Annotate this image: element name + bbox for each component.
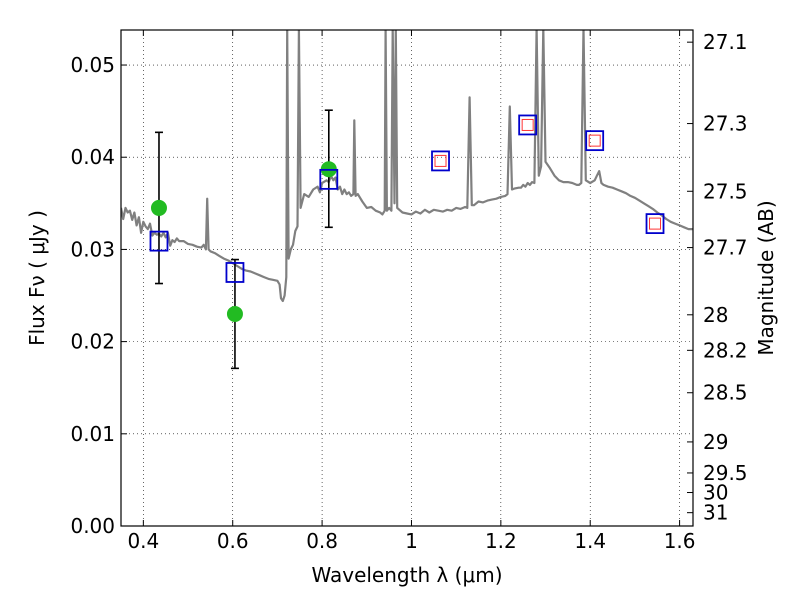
right-tick-label: 27.5 — [703, 179, 748, 203]
y-axis-label-left: Flux Fν ( μJy ) — [25, 210, 49, 346]
y-tick-label: 0.04 — [70, 145, 115, 169]
x-tick-label: 1 — [405, 529, 418, 553]
right-tick-label: 27.7 — [703, 236, 748, 260]
right-tick-label: 29 — [703, 430, 728, 454]
model-marker — [149, 230, 169, 252]
model-marker-inner — [649, 217, 662, 230]
right-tick-label: 31 — [703, 501, 728, 525]
model-marker — [518, 114, 538, 136]
right-tick-label: 29.5 — [703, 461, 748, 485]
x-tick-label: 0.6 — [217, 529, 249, 553]
right-tick-label: 27.1 — [703, 30, 748, 54]
model-marker — [225, 262, 245, 283]
axis-ticks: 0.4 0.6 0.8 1 1.2 1.4 1.6 0.00 0.01 0.02 0.03 0.04 0… — [70, 30, 748, 553]
right-tick-label: 28.2 — [703, 338, 748, 362]
model-marker — [431, 150, 450, 172]
plot-background — [121, 30, 693, 526]
y-tick-label: 0.05 — [70, 53, 115, 77]
x-tick-label: 1.2 — [485, 529, 517, 553]
observed-point — [226, 305, 243, 322]
model-marker — [319, 168, 339, 190]
model-marker-inner — [588, 134, 601, 147]
x-tick-label: 0.8 — [306, 529, 338, 553]
y-axis-label-right: Magnitude (AB) — [754, 200, 778, 355]
observed-point — [150, 199, 167, 216]
model-marker — [645, 213, 665, 235]
right-tick-label: 28 — [703, 303, 728, 327]
plot-data — [121, 30, 693, 370]
x-tick-label: 1.4 — [574, 529, 606, 553]
y-tick-label: 0.00 — [70, 514, 115, 538]
y-tick-label: 0.02 — [70, 330, 115, 354]
spectrum-line — [121, 30, 693, 303]
x-axis-label: Wavelength λ (μm) — [311, 563, 502, 587]
model-marker — [585, 130, 605, 152]
right-tick-label: 30 — [703, 481, 728, 505]
y-tick-label: 0.03 — [70, 237, 115, 261]
x-tick-label: 0.4 — [127, 529, 159, 553]
model-marker-inner — [521, 118, 534, 131]
right-tick-label: 27.3 — [703, 112, 748, 136]
plot-frame — [120, 29, 694, 527]
model-marker-inner — [434, 154, 447, 167]
x-tick-label: 1.6 — [664, 529, 696, 553]
y-tick-label: 0.01 — [70, 422, 115, 446]
right-tick-label: 28.5 — [703, 381, 748, 405]
